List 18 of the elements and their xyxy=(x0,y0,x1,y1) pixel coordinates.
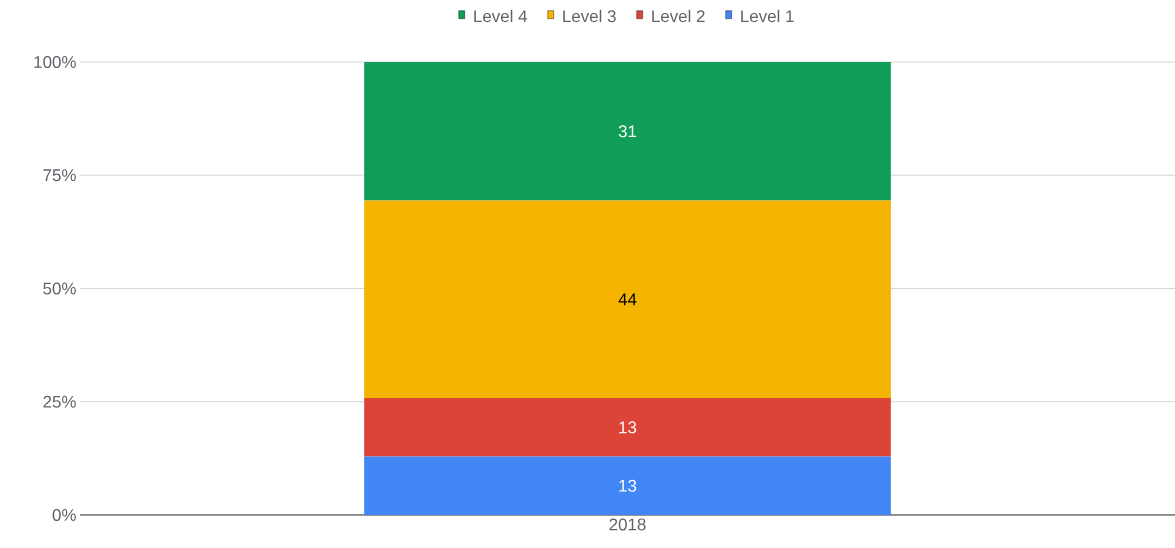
legend-label: Level 1 xyxy=(741,9,794,23)
legend-label: Level 2 xyxy=(652,9,705,23)
y-tick-label: 100% xyxy=(34,55,76,68)
y-tick-label: 25% xyxy=(43,395,76,408)
bar xyxy=(364,398,891,457)
bar xyxy=(364,61,891,201)
data-label: 31 xyxy=(618,125,637,138)
legend-label: Level 3 xyxy=(563,9,616,23)
y-tick-label: 0% xyxy=(52,508,76,521)
bar xyxy=(364,200,891,399)
y-tick-label: 50% xyxy=(43,282,76,295)
data-label: 13 xyxy=(619,421,637,434)
bar xyxy=(364,456,891,515)
data-label: 13 xyxy=(619,479,637,492)
y-tick-label: 75% xyxy=(43,169,76,182)
legend-label: Level 4 xyxy=(474,9,528,23)
data-label: 44 xyxy=(618,293,637,306)
x-tick-label: 2018 xyxy=(609,518,646,531)
